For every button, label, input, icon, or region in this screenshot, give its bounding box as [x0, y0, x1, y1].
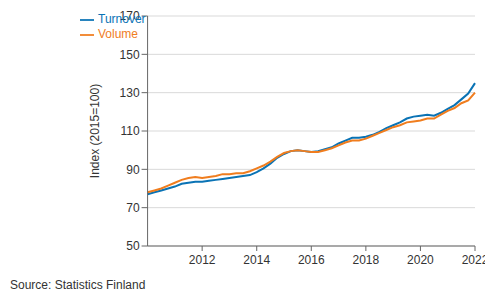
svg-text:Index (2015=100): Index (2015=100)	[88, 84, 102, 178]
svg-text:2018: 2018	[353, 253, 380, 267]
svg-text:130: 130	[120, 86, 140, 100]
svg-text:110: 110	[120, 124, 139, 138]
svg-text:2022: 2022	[462, 253, 485, 267]
svg-text:2014: 2014	[243, 253, 270, 267]
svg-text:2016: 2016	[298, 253, 325, 267]
svg-text:70: 70	[126, 201, 140, 215]
svg-text:170: 170	[120, 9, 140, 23]
svg-text:50: 50	[126, 239, 140, 253]
svg-text:90: 90	[126, 163, 140, 177]
svg-text:2020: 2020	[407, 253, 434, 267]
svg-text:2012: 2012	[189, 253, 216, 267]
svg-text:150: 150	[120, 48, 140, 62]
